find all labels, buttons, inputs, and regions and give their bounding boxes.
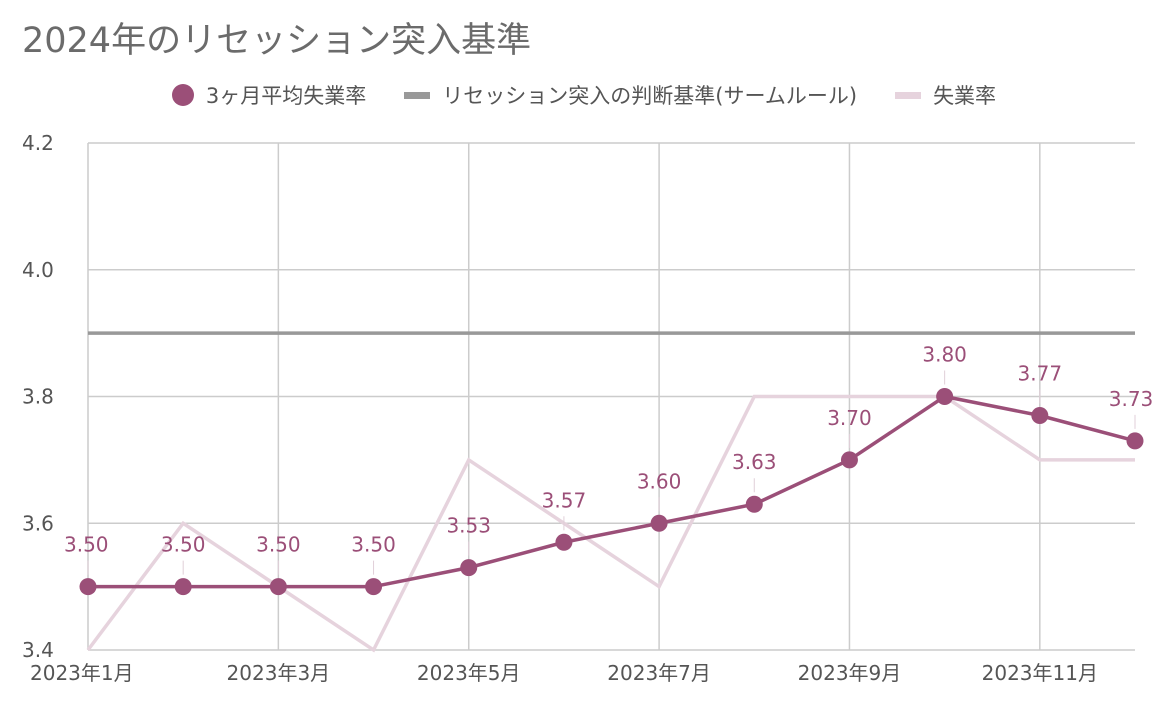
legend-swatch-threshold xyxy=(404,91,431,99)
data-point xyxy=(840,451,858,469)
x-tick-label: 2023年7月 xyxy=(607,661,711,685)
data-label: 3.63 xyxy=(732,450,777,474)
legend-swatch-avg xyxy=(171,84,194,106)
legend-swatch-rate xyxy=(895,91,922,99)
data-point xyxy=(174,578,192,596)
data-label: 3.53 xyxy=(446,514,491,538)
data-label: 3.50 xyxy=(64,533,109,557)
data-label: 3.80 xyxy=(922,343,967,367)
data-point xyxy=(555,533,573,551)
data-label: 3.60 xyxy=(637,469,682,493)
data-label: 3.73 xyxy=(1109,387,1154,411)
data-point xyxy=(1031,407,1049,425)
y-tick-label: 4.2 xyxy=(22,131,54,155)
legend-item-rate[interactable]: 失業率 xyxy=(895,80,996,110)
series-line-unemployment-rate xyxy=(86,394,1135,653)
data-point xyxy=(745,495,763,513)
data-label: 3.77 xyxy=(1018,362,1063,386)
y-tick-label: 4.0 xyxy=(22,258,54,282)
series-line-3month-average xyxy=(88,394,1136,589)
x-tick-label: 2023年9月 xyxy=(798,661,902,685)
data-point xyxy=(936,388,954,405)
data-label: 3.50 xyxy=(256,533,301,557)
y-tick-label: 3.8 xyxy=(22,385,54,409)
x-tick-label: 2023年3月 xyxy=(227,661,331,685)
data-label: 3.57 xyxy=(542,488,587,512)
chart-title: 2024年のリセッション突入基準 xyxy=(22,21,532,61)
data-point xyxy=(79,578,97,596)
data-point xyxy=(1126,432,1144,450)
data-label: 3.50 xyxy=(351,533,396,557)
data-label: 3.50 xyxy=(161,533,206,557)
x-tick-label: 2023年11月 xyxy=(982,661,1098,685)
legend-label-rate: 失業率 xyxy=(933,84,997,108)
legend-item-avg[interactable]: 3ヶ月平均失業率 xyxy=(171,80,367,110)
legend-label-avg: 3ヶ月平均失業率 xyxy=(205,84,367,108)
y-tick-label: 3.6 xyxy=(22,511,54,535)
data-point xyxy=(365,578,383,596)
data-point xyxy=(460,559,478,577)
y-tick-label: 3.4 xyxy=(22,638,54,662)
data-point xyxy=(650,514,668,532)
data-label: 3.70 xyxy=(827,406,872,430)
x-tick-label: 2023年5月 xyxy=(417,661,521,685)
data-point xyxy=(269,578,287,596)
legend-item-threshold[interactable]: リセッション突入の判断基準(サームルール) xyxy=(404,80,857,110)
legend-label-threshold: リセッション突入の判断基準(サームルール) xyxy=(442,84,858,108)
x-tick-label: 2023年1月 xyxy=(30,661,134,685)
chart-legend: 3ヶ月平均失業率 リセッション突入の判断基準(サームルール) 失業率 xyxy=(0,80,1168,110)
